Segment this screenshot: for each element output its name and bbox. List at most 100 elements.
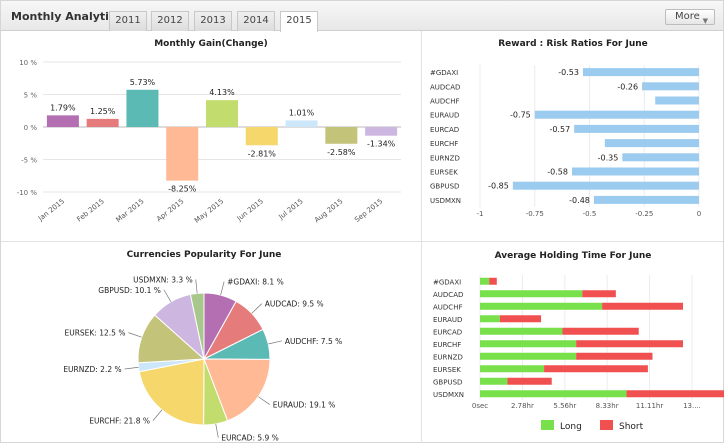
bar — [576, 340, 683, 348]
bar — [325, 127, 358, 144]
data-label: 1.01% — [289, 108, 315, 117]
y-tick-label: USDMXN — [433, 391, 464, 399]
slice-label: EURSEK: 12.5 % — [64, 329, 125, 338]
more-button-label: More — [675, 11, 700, 22]
slice-label: EURCHF: 21.8 % — [89, 417, 150, 426]
y-tick-label: AUDCHF — [430, 98, 459, 106]
panel-divider-vertical — [421, 31, 422, 443]
x-tick-label: Apr 2015 — [155, 197, 185, 223]
bar — [480, 302, 603, 310]
legend-label: Short — [619, 422, 644, 432]
y-tick-label: EURSEK — [430, 169, 458, 177]
bar — [480, 290, 583, 298]
data-label: -0.53 — [558, 68, 579, 77]
bar — [489, 277, 497, 285]
slice-label: #GDAXI: 8.1 % — [227, 278, 284, 287]
data-label: -0.57 — [549, 125, 570, 134]
tab-2011[interactable]: 2011 — [109, 11, 147, 31]
bar — [602, 302, 683, 310]
data-label: 4.13% — [209, 88, 235, 97]
header-bar: Monthly Analytics 2011 2012 2013 2014 20… — [1, 1, 723, 32]
tab-2014[interactable]: 2014 — [237, 11, 275, 31]
bar — [480, 327, 563, 335]
bar — [499, 315, 542, 323]
chart-title: Currencies Popularity For June — [127, 250, 282, 260]
data-label: -0.85 — [488, 182, 509, 191]
data-label: -0.75 — [510, 111, 531, 120]
more-button[interactable]: More ▼ — [665, 9, 715, 25]
slice-label: USDMXN: 3.3 % — [133, 275, 193, 284]
bar — [574, 124, 699, 133]
bar — [206, 100, 238, 127]
y-tick-label: EURAUD — [433, 316, 462, 324]
y-tick-label: GBPUSD — [430, 183, 459, 191]
data-label: 1.25% — [90, 107, 116, 116]
bar — [582, 68, 699, 77]
tab-2013[interactable]: 2013 — [194, 11, 232, 31]
x-tick-label: -0.25 — [635, 210, 653, 218]
data-label: -0.48 — [569, 196, 590, 205]
y-tick-label: 10 % — [19, 59, 37, 67]
y-tick-label: EURAUD — [430, 112, 459, 120]
y-tick-label: EURCAD — [430, 126, 459, 134]
y-tick-label: EURNZD — [433, 353, 463, 361]
bar — [480, 340, 577, 348]
slice-label: GBPUSD: 10.1 % — [98, 286, 161, 295]
slice-label: AUDCHF: 7.5 % — [285, 337, 342, 346]
tab-2012[interactable]: 2012 — [151, 11, 189, 31]
data-label: -2.81% — [248, 149, 277, 158]
reward-risk-chart: Reward : Risk Ratios For June -1 -0.75 -0.5… — [430, 39, 701, 218]
chart-title: Monthly Gain(Change) — [154, 39, 268, 49]
y-tick-label: GBPUSD — [433, 378, 462, 386]
widget-title: Monthly Analytics — [11, 10, 122, 23]
chart-title: Average Holding Time For June — [495, 251, 652, 261]
y-tick-label: -5 % — [21, 157, 37, 165]
y-tick-label: EURCHF — [433, 341, 461, 349]
leader-line — [258, 396, 270, 405]
data-label: 1.79% — [50, 103, 76, 112]
data-label: -0.26 — [617, 82, 638, 91]
leader-line — [152, 409, 163, 421]
leader-line — [163, 289, 172, 303]
x-tick-label: 2.78hr — [511, 402, 534, 410]
legend-swatch — [600, 420, 613, 430]
chart-title: Reward : Risk Ratios For June — [498, 39, 648, 49]
bar — [571, 167, 699, 176]
data-label: 5.73% — [130, 78, 156, 87]
bar — [593, 195, 699, 204]
x-tick-label: Feb 2015 — [75, 197, 105, 223]
y-tick-label: EURCAD — [433, 328, 462, 336]
y-tick-label: AUDCHF — [433, 303, 462, 311]
bar — [365, 127, 398, 136]
bar — [46, 115, 79, 127]
tab-2015[interactable]: 2015 — [280, 11, 318, 32]
data-label: -0.58 — [547, 168, 568, 177]
x-tick-label: 13.... — [683, 402, 701, 410]
bar — [166, 127, 199, 181]
bar — [512, 181, 699, 190]
slice-label: AUDCAD: 9.5 % — [265, 300, 324, 309]
leader-line — [251, 303, 263, 314]
x-tick-label: 0 — [697, 210, 701, 218]
y-tick-label: -10 % — [17, 189, 38, 197]
bar — [642, 82, 699, 91]
bar — [86, 118, 119, 127]
x-tick-label: May 2015 — [193, 197, 225, 225]
bar — [126, 89, 159, 127]
slice-label: EURAUD: 19.1 % — [273, 401, 336, 410]
bar — [480, 352, 577, 360]
bar — [534, 110, 699, 119]
bar — [626, 390, 724, 398]
x-tick-label: Jul 2015 — [277, 197, 305, 221]
x-tick-label: -0.5 — [583, 210, 597, 218]
y-tick-label: AUDCAD — [430, 83, 460, 91]
y-tick-label: EURNZD — [430, 154, 460, 162]
x-tick-label: Jun 2015 — [235, 197, 265, 223]
data-label: -1.34% — [367, 140, 396, 149]
bar — [480, 277, 490, 285]
legend-label: Long — [560, 422, 582, 432]
leader-line — [195, 279, 198, 294]
y-tick-label: USDMXN — [430, 197, 461, 205]
x-tick-label: 5.56hr — [553, 402, 576, 410]
